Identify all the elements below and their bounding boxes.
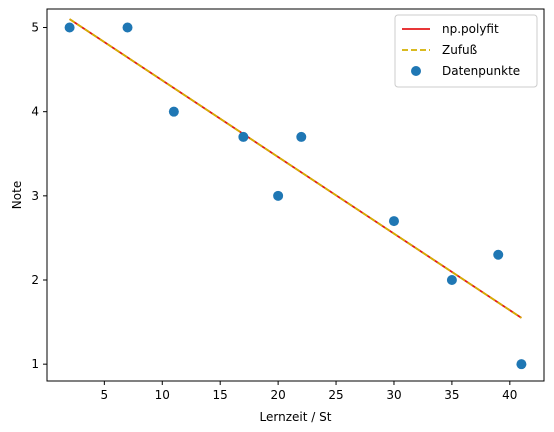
data-point xyxy=(388,216,399,227)
x-tick-label: 35 xyxy=(444,388,459,402)
axes-frame xyxy=(46,8,545,382)
x-tick-label: 5 xyxy=(101,388,109,402)
legend-points-label: Datenpunkte xyxy=(442,64,520,78)
data-point xyxy=(168,106,179,117)
legend-box xyxy=(394,14,538,88)
plot-area xyxy=(46,8,545,382)
y-axis-label: Note xyxy=(10,181,24,209)
data-point xyxy=(64,22,75,33)
x-tick-label: 30 xyxy=(386,388,401,402)
y-tick-label: 5 xyxy=(31,21,39,35)
y-axis-ticks: 1 2 3 4 5 xyxy=(31,21,47,371)
points-layer xyxy=(64,22,527,370)
legend-zufuss-label: Zufuß xyxy=(442,43,478,57)
legend: np.polyfit Zufuß Datenpunkte xyxy=(394,14,538,88)
x-tick-label: 15 xyxy=(213,388,228,402)
x-tick-label: 20 xyxy=(270,388,285,402)
x-tick-label: 25 xyxy=(328,388,343,402)
legend-fit-label: np.polyfit xyxy=(442,22,499,36)
x-tick-label: 10 xyxy=(155,388,170,402)
x-axis-ticks: 5 10 15 20 25 30 35 40 xyxy=(101,381,517,402)
fit-lines xyxy=(69,18,522,319)
data-point xyxy=(122,22,133,33)
y-tick-label: 4 xyxy=(31,105,39,119)
data-point xyxy=(238,131,249,142)
data-point xyxy=(273,190,284,201)
y-tick-label: 1 xyxy=(31,357,39,371)
data-point xyxy=(446,275,457,286)
data-point xyxy=(516,359,527,370)
x-axis-label: Lernzeit / St xyxy=(260,410,332,424)
data-point xyxy=(296,131,307,142)
zufuss-dashed-line xyxy=(69,18,522,319)
data-point xyxy=(493,249,504,260)
x-tick-label: 40 xyxy=(502,388,517,402)
y-tick-label: 3 xyxy=(31,189,39,203)
y-tick-label: 2 xyxy=(31,273,39,287)
legend-points-swatch xyxy=(411,66,421,76)
